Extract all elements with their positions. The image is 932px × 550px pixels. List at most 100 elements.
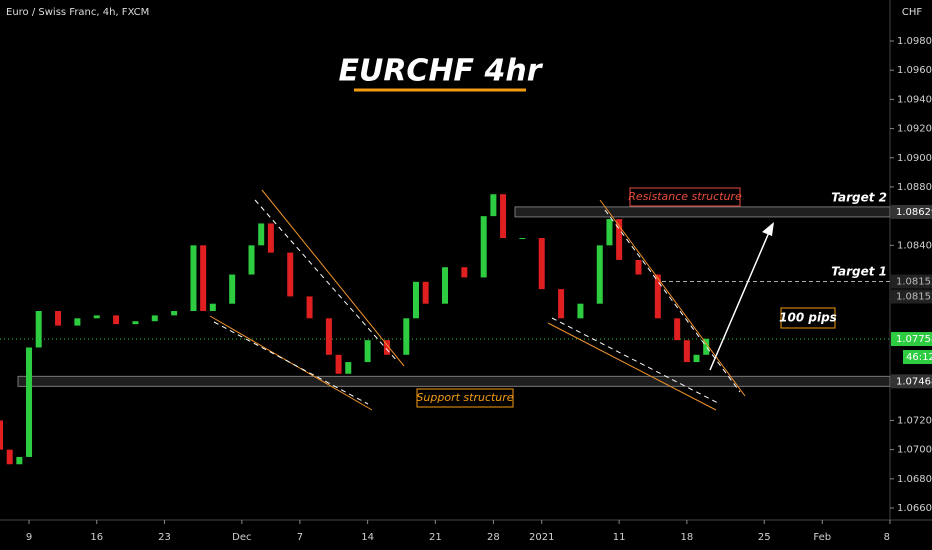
price-tag-label: 1.08152 bbox=[896, 277, 932, 288]
x-tick-label: 18 bbox=[680, 532, 693, 543]
x-tick-label: 11 bbox=[613, 532, 626, 543]
zone bbox=[17, 375, 891, 387]
candle bbox=[519, 238, 526, 240]
candle bbox=[267, 223, 274, 253]
candle bbox=[480, 216, 487, 278]
x-tick-label: 9 bbox=[26, 532, 32, 543]
y-tick-label: 1.09200 bbox=[897, 124, 932, 135]
candle bbox=[422, 281, 429, 304]
y-tick-label: 1.08400 bbox=[897, 240, 932, 251]
x-tick-label: 7 bbox=[297, 532, 303, 543]
price-tag bbox=[891, 332, 932, 347]
trendline bbox=[261, 189, 405, 367]
candle bbox=[558, 289, 565, 319]
arrow-head bbox=[762, 222, 774, 236]
y-tick-label: 1.09400 bbox=[897, 94, 932, 105]
candle bbox=[16, 456, 23, 465]
price-tag-label: 1.07758 bbox=[896, 334, 932, 345]
candle bbox=[364, 340, 371, 363]
x-tick-label: 14 bbox=[361, 532, 374, 543]
candle bbox=[6, 449, 13, 465]
y-tick-label: 1.07200 bbox=[897, 415, 932, 426]
currency: CHF bbox=[902, 7, 923, 18]
trendline bbox=[599, 199, 746, 397]
y-tick-label: 1.06600 bbox=[897, 503, 932, 514]
annotation: 100 pips bbox=[779, 311, 837, 325]
candle bbox=[654, 274, 661, 319]
annotation: Resistance structure bbox=[628, 190, 742, 203]
price-tag-label: 1.07468 bbox=[896, 376, 932, 387]
trendline bbox=[254, 199, 399, 363]
candle bbox=[229, 274, 236, 304]
annotation-box bbox=[629, 187, 741, 207]
y-tick-label: 1.09000 bbox=[897, 153, 932, 164]
trendline bbox=[213, 321, 369, 405]
price-tag bbox=[891, 274, 932, 289]
arrow-line bbox=[709, 229, 771, 371]
candle bbox=[683, 340, 690, 363]
x-tick-label: 8 bbox=[884, 532, 890, 543]
y-tick-label: 1.09600 bbox=[897, 65, 932, 76]
x-tick-label: Dec bbox=[232, 532, 251, 543]
candle bbox=[171, 311, 178, 316]
candle bbox=[442, 267, 448, 304]
zone bbox=[514, 206, 891, 218]
y-tick-label: 1.09800 bbox=[897, 36, 932, 47]
candle bbox=[412, 281, 419, 319]
trendline bbox=[547, 322, 717, 411]
candle bbox=[55, 311, 62, 326]
symbol-header: Euro / Swiss Franc, 4h, FXCM bbox=[6, 7, 149, 18]
x-tick-label: 2021 bbox=[529, 532, 554, 543]
candle bbox=[0, 420, 3, 450]
x-tick-label: 25 bbox=[758, 532, 771, 543]
price-tag bbox=[891, 289, 932, 304]
candle bbox=[403, 318, 410, 355]
candle bbox=[596, 245, 603, 304]
candle bbox=[26, 347, 33, 457]
x-tick-label: Feb bbox=[813, 532, 831, 543]
price-tag-label: 1.08629 bbox=[896, 207, 932, 218]
plot bbox=[0, 194, 891, 465]
candle bbox=[490, 194, 497, 217]
chart-title: EURCHF 4hr bbox=[338, 54, 543, 89]
candle bbox=[306, 296, 313, 319]
candle bbox=[383, 340, 390, 355]
channels bbox=[209, 189, 774, 411]
annotation: Target 2 bbox=[831, 191, 887, 205]
candle bbox=[335, 354, 342, 374]
candle bbox=[74, 318, 81, 326]
candle bbox=[132, 321, 139, 325]
countdown-box bbox=[903, 350, 932, 365]
candle bbox=[616, 219, 623, 260]
candle bbox=[151, 315, 158, 322]
candle bbox=[538, 238, 545, 290]
candle bbox=[93, 315, 100, 319]
x-tick-label: 23 bbox=[158, 532, 171, 543]
annotation: Target 1 bbox=[831, 265, 887, 279]
candle bbox=[635, 259, 642, 275]
x-tick-label: 21 bbox=[429, 532, 442, 543]
y-tick-label: 1.07000 bbox=[897, 445, 932, 456]
candle bbox=[674, 318, 681, 341]
candle bbox=[287, 252, 294, 297]
trendline bbox=[551, 317, 721, 405]
annotation-box bbox=[780, 307, 836, 329]
price-tag-label: 1.08152 bbox=[896, 292, 932, 303]
x-tick-label: 16 bbox=[90, 532, 103, 543]
candle bbox=[325, 318, 332, 355]
candle bbox=[703, 338, 710, 355]
candle bbox=[113, 315, 120, 325]
candle bbox=[693, 354, 700, 363]
candle bbox=[209, 303, 216, 312]
candle bbox=[258, 223, 265, 246]
trendline bbox=[604, 209, 741, 393]
trendline bbox=[209, 315, 373, 411]
candle bbox=[190, 245, 197, 312]
x-tick-label: 28 bbox=[487, 532, 500, 543]
countdown: 46:12 bbox=[906, 352, 932, 363]
annotation-box bbox=[416, 388, 514, 408]
candle bbox=[200, 245, 207, 312]
y-tick-label: 1.08800 bbox=[897, 182, 932, 193]
candle bbox=[606, 219, 613, 246]
